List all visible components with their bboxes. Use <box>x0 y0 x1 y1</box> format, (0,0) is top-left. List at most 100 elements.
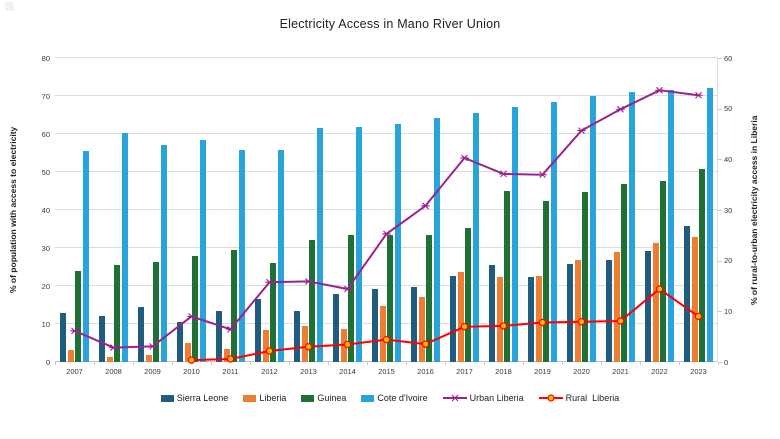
marker-urban-liberia-2009 <box>148 343 157 350</box>
bar-liberia-2020 <box>574 260 581 362</box>
x-tick-2015: 2015 <box>378 367 395 376</box>
bar-guinea-2018 <box>504 191 511 362</box>
bar-cote-d-ivoire-2013 <box>316 128 323 362</box>
bar-sierra-leone-2023 <box>684 226 691 362</box>
legend-item-urban-liberia: Urban Liberia <box>442 393 524 403</box>
x-tick-2007: 2007 <box>66 367 83 376</box>
legend-swatch-guinea <box>301 394 315 402</box>
right-tick-mark-0 <box>718 362 722 363</box>
legend-item-cote-d-ivoire: Cote d'Ivoire <box>361 393 428 403</box>
left-tick-20: 20 <box>41 281 50 291</box>
marker-rural-liberia-2014 <box>343 340 352 349</box>
legend-item-sierra-leone: Sierra Leone <box>160 393 229 403</box>
right-tick-mark-40 <box>718 159 722 161</box>
line-urban-liberia <box>74 89 699 349</box>
x-tick-mark-1 <box>94 362 95 365</box>
bar-liberia-2021 <box>613 251 620 362</box>
marker-urban-liberia-2015 <box>382 230 391 238</box>
bar-sierra-leone-2014 <box>333 293 340 362</box>
bar-guinea-2017 <box>465 227 472 362</box>
legend-item-rural-liberia: Rural Liberia <box>538 393 619 403</box>
marker-urban-liberia-2007 <box>70 327 79 335</box>
marker-urban-liberia-2014 <box>343 285 352 293</box>
legend-label-cote-d-ivoire: Cote d'Ivoire <box>377 393 428 403</box>
marker-urban-liberia-2018 <box>499 170 508 178</box>
chart-title: Electricity Access in Mano River Union <box>279 17 501 31</box>
bar-group-2013 <box>289 58 328 362</box>
line-rural-liberia <box>191 287 700 362</box>
bar-guinea-2022 <box>660 181 667 362</box>
x-tick-2008: 2008 <box>105 367 122 376</box>
bar-cote-d-ivoire-2019 <box>550 102 557 362</box>
bar-guinea-2014 <box>348 235 355 362</box>
marker-urban-liberia-2020 <box>577 127 586 134</box>
bar-liberia-2015 <box>379 306 386 362</box>
bar-liberia-2012 <box>262 329 269 362</box>
bar-sierra-leone-2010 <box>177 322 184 362</box>
right-tick-10: 10 <box>724 306 733 316</box>
marker-rural-liberia-2020 <box>577 318 586 326</box>
bar-cote-d-ivoire-2020 <box>589 96 596 362</box>
legend-label-sierra-leone: Sierra Leone <box>176 393 229 403</box>
bar-group-2015 <box>367 58 406 362</box>
marker-urban-liberia-2017 <box>460 154 469 162</box>
left-tick-70: 70 <box>41 91 50 101</box>
legend-swatch-urban-liberia <box>442 394 467 402</box>
bar-cote-d-ivoire-2022 <box>667 89 674 362</box>
right-tick-30: 30 <box>724 205 733 215</box>
legend-swatch-sierra-leone <box>160 394 174 402</box>
marker-urban-liberia-2010 <box>187 313 196 320</box>
x-tick-2023: 2023 <box>690 367 707 376</box>
bar-cote-d-ivoire-2007 <box>82 151 89 362</box>
x-tick-mark-0 <box>55 362 56 365</box>
bar-sierra-leone-2020 <box>567 264 574 362</box>
bar-group-2022 <box>640 58 679 362</box>
x-tick-mark-16 <box>679 362 680 365</box>
x-tick-mark-13 <box>562 362 563 365</box>
bar-cote-d-ivoire-2010 <box>199 139 206 362</box>
gridline-70 <box>55 95 718 96</box>
marker-urban-liberia-2012 <box>265 278 274 286</box>
marker-rural-liberia-2011 <box>226 355 235 363</box>
bar-sierra-leone-2021 <box>606 260 613 362</box>
right-axis-title: % of rural-to-urban electricity access i… <box>749 115 759 305</box>
bar-cote-d-ivoire-2012 <box>277 150 284 362</box>
bar-guinea-2023 <box>699 168 706 362</box>
bar-guinea-2008 <box>114 265 121 362</box>
bar-cote-d-ivoire-2011 <box>238 149 245 362</box>
bar-liberia-2016 <box>418 296 425 362</box>
bar-sierra-leone-2007 <box>60 312 67 362</box>
marker-urban-liberia-2008 <box>109 344 118 351</box>
bar-cote-d-ivoire-2009 <box>160 144 167 362</box>
x-tick-mark-12 <box>523 362 524 365</box>
x-tick-2019: 2019 <box>534 367 551 376</box>
marker-urban-liberia-2022 <box>655 86 664 94</box>
bar-cote-d-ivoire-2023 <box>706 88 713 362</box>
marker-urban-liberia-2011 <box>226 325 235 333</box>
bar-liberia-2023 <box>691 237 698 362</box>
left-tick-40: 40 <box>41 205 50 215</box>
x-tick-2020: 2020 <box>573 367 590 376</box>
legend-swatch-liberia <box>243 394 257 402</box>
gridline-80 <box>55 57 718 58</box>
x-tick-mark-11 <box>484 362 485 365</box>
x-tick-mark-8 <box>367 362 368 365</box>
x-tick-2016: 2016 <box>417 367 434 376</box>
x-tick-2012: 2012 <box>261 367 278 376</box>
marker-rural-liberia-2021 <box>616 317 625 325</box>
x-tick-mark-7 <box>328 362 329 365</box>
bar-group-2009 <box>133 58 172 362</box>
right-tick-40: 40 <box>724 154 733 164</box>
marker-urban-liberia-2019 <box>538 171 547 179</box>
corner-artifact-icon <box>5 2 14 11</box>
bar-guinea-2021 <box>621 184 628 362</box>
bar-liberia-2007 <box>67 350 74 362</box>
bar-group-2012 <box>250 58 289 362</box>
marker-rural-liberia-2012 <box>265 347 274 355</box>
bar-sierra-leone-2015 <box>372 289 379 362</box>
bar-guinea-2011 <box>231 249 238 362</box>
x-tick-2017: 2017 <box>456 367 473 376</box>
marker-rural-liberia-2016 <box>421 340 430 348</box>
bar-sierra-leone-2009 <box>138 306 145 362</box>
gridline-60 <box>55 133 718 134</box>
